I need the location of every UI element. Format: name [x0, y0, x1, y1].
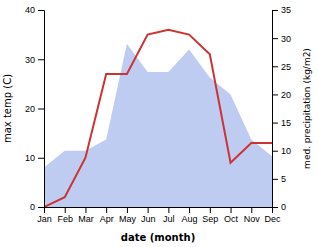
- tick-label: 20: [281, 90, 291, 100]
- tick: Feb: [57, 207, 73, 224]
- tick-mark: [38, 10, 44, 11]
- tick-label: 10: [25, 153, 35, 163]
- tick: Jan: [37, 207, 52, 224]
- tick-label: Dec: [264, 214, 281, 224]
- tick: Dec: [264, 207, 281, 224]
- tick-label: Jul: [163, 214, 175, 224]
- tick-mark: [210, 207, 211, 213]
- tick-label: Feb: [57, 214, 73, 224]
- tick: Apr: [100, 207, 114, 224]
- tick: 20: [272, 90, 291, 100]
- tick-label: 30: [25, 55, 35, 65]
- tick-label: 15: [281, 118, 291, 128]
- tick: Jun: [141, 207, 156, 224]
- tick: 10: [272, 146, 291, 156]
- tick-mark: [272, 151, 278, 152]
- tick-label: Sep: [202, 214, 218, 224]
- tick-mark: [272, 38, 278, 39]
- tick-mark: [272, 179, 278, 180]
- tick: 0: [30, 202, 44, 212]
- tick-mark: [168, 207, 169, 213]
- tick-mark: [148, 207, 149, 213]
- tick: Jul: [163, 207, 175, 224]
- plot: JanFebMarAprMayJunJulAugSepOctNovDec0102…: [25, 5, 291, 224]
- y2-axis: 0 5 10 15 20 25 30 35: [272, 5, 291, 212]
- x-axis-title: date (month): [121, 232, 195, 243]
- tick-mark: [272, 123, 278, 124]
- tick: 10: [25, 153, 44, 163]
- tick: Aug: [182, 207, 198, 224]
- tick-mark: [38, 207, 44, 208]
- tick-label: May: [119, 214, 137, 224]
- tick-label: 10: [281, 146, 291, 156]
- tick-mark: [127, 207, 128, 213]
- axis-line: [273, 11, 279, 208]
- tick-label: 25: [281, 62, 291, 72]
- x-axis: Jan Feb Mar Apr May Jun Jul Aug Sep Oct NovDec: [37, 207, 281, 224]
- tick-label: Mar: [78, 214, 94, 224]
- tick-label: 0: [30, 202, 35, 212]
- tick-mark: [65, 207, 66, 213]
- axis-line: [45, 208, 273, 214]
- tick: 15: [272, 118, 291, 128]
- tick-label: 5: [281, 174, 286, 184]
- tick-label: Oct: [224, 214, 239, 224]
- tick: May: [119, 207, 137, 224]
- tick: 0: [272, 202, 286, 212]
- tick-label: Apr: [100, 214, 114, 224]
- tick-mark: [272, 66, 278, 67]
- y-axis-title: max temp (C): [2, 74, 13, 143]
- tick-label: Jun: [141, 214, 156, 224]
- tick: 5: [272, 174, 286, 184]
- tick-mark: [38, 59, 44, 60]
- tick: 40: [25, 5, 44, 15]
- tick: 20: [25, 104, 44, 114]
- tick-mark: [38, 109, 44, 110]
- tick: Mar: [78, 207, 94, 224]
- tick-label: 40: [25, 5, 35, 15]
- tick: 35: [272, 5, 291, 15]
- tick-label: 20: [25, 104, 35, 114]
- tick-label: 35: [281, 5, 291, 15]
- tick-mark: [272, 207, 278, 208]
- tick-mark: [38, 158, 44, 159]
- tick-label: Nov: [244, 214, 261, 224]
- tick: 30: [272, 34, 291, 44]
- tick-label: Aug: [182, 214, 198, 224]
- tick-label: 0: [281, 202, 286, 212]
- tick-mark: [231, 207, 232, 213]
- line: [44, 30, 272, 207]
- tick: 25: [272, 62, 291, 72]
- tick-mark: [85, 207, 86, 213]
- tick-mark: [251, 207, 252, 213]
- tick: Oct: [224, 207, 239, 224]
- tick: Sep: [202, 207, 218, 224]
- axis-line: [38, 11, 45, 208]
- tick: 30: [25, 55, 44, 65]
- area: [44, 44, 272, 207]
- chart: JanFebMarAprMayJunJulAugSepOctNovDec0102…: [0, 0, 318, 247]
- tick-mark: [272, 94, 278, 95]
- tick-mark: [189, 207, 190, 213]
- y2-axis-title: med. precipitation (kg/m2): [302, 48, 312, 169]
- tick: Nov: [244, 207, 261, 224]
- tick-mark: [106, 207, 107, 213]
- tick-label: Jan: [37, 214, 52, 224]
- y-axis: 0 10 20 30 40: [25, 5, 45, 212]
- tick-label: 30: [281, 34, 291, 44]
- marks: [44, 30, 272, 207]
- tick-mark: [272, 10, 278, 11]
